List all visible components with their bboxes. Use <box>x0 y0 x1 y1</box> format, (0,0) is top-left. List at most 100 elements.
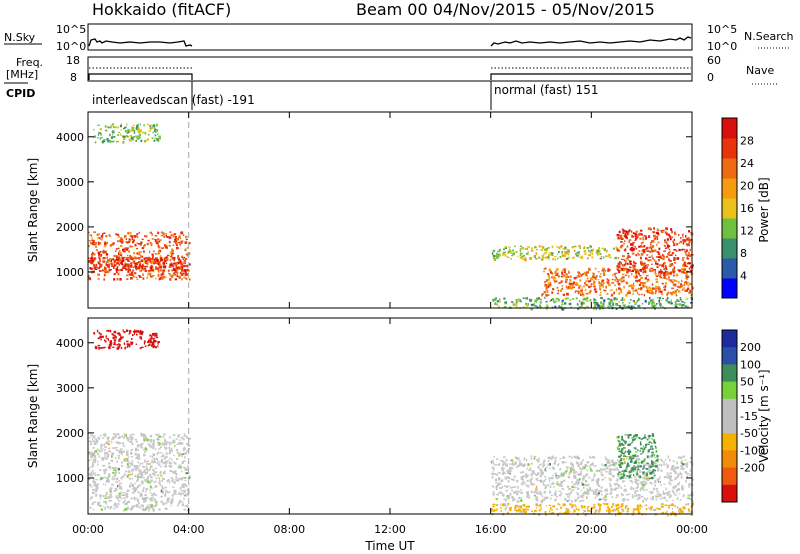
data-cell <box>175 480 179 482</box>
data-cell <box>560 484 563 487</box>
data-cell <box>598 498 602 501</box>
data-cell <box>651 434 655 437</box>
data-cell <box>510 467 514 470</box>
data-cell <box>660 299 662 302</box>
data-cell <box>124 346 127 350</box>
data-cell <box>668 496 672 498</box>
data-cell <box>111 264 113 268</box>
data-cell <box>570 500 573 503</box>
colorbar-swatch <box>722 238 737 259</box>
data-cell <box>491 509 494 512</box>
data-cell <box>149 231 152 234</box>
velocity-ylabel: Slant Range [km] <box>26 364 40 468</box>
data-cell <box>129 507 133 510</box>
data-cell <box>634 264 636 267</box>
data-cell <box>181 477 185 479</box>
data-cell <box>551 291 554 294</box>
data-cell <box>166 479 169 483</box>
data-cell <box>104 442 108 445</box>
data-cell <box>640 453 642 455</box>
data-cell <box>676 289 679 291</box>
data-cell <box>153 505 155 508</box>
data-cell <box>168 459 170 462</box>
data-cell <box>97 236 100 240</box>
data-cell <box>591 256 594 259</box>
data-cell <box>661 270 663 274</box>
data-cell <box>691 286 694 290</box>
data-cell <box>600 473 603 476</box>
data-cell <box>148 261 151 263</box>
data-cell <box>102 249 105 251</box>
data-cell <box>535 300 537 303</box>
data-cell <box>120 129 122 131</box>
data-cell <box>563 268 567 271</box>
data-cell <box>177 261 180 265</box>
data-cell <box>108 269 111 272</box>
data-cell <box>162 262 164 265</box>
data-cell <box>128 462 131 464</box>
data-cell <box>632 232 635 235</box>
data-cell <box>104 339 106 342</box>
data-cell <box>668 245 671 248</box>
data-cell <box>619 235 622 239</box>
data-cell <box>144 131 147 135</box>
data-cell <box>169 441 172 444</box>
data-cell <box>546 496 549 499</box>
data-cell <box>625 505 628 507</box>
data-cell <box>103 451 107 454</box>
data-cell <box>88 277 91 280</box>
data-cell <box>103 506 105 508</box>
data-cell <box>115 250 117 252</box>
data-cell <box>669 475 672 478</box>
data-cell <box>177 256 180 260</box>
data-cell <box>647 259 650 262</box>
data-cell <box>98 132 101 134</box>
data-cell <box>616 509 619 511</box>
data-cell <box>517 255 519 257</box>
data-cell <box>106 271 110 274</box>
data-cell <box>651 495 654 499</box>
data-cell <box>511 496 514 499</box>
data-cell <box>102 457 105 459</box>
data-cell <box>176 238 179 241</box>
data-cell <box>118 456 120 460</box>
data-cell <box>106 264 108 267</box>
data-cell <box>643 447 646 451</box>
data-cell <box>97 278 100 280</box>
data-cell <box>651 250 654 253</box>
data-cell <box>535 252 538 255</box>
data-cell <box>105 261 108 263</box>
data-cell <box>131 506 134 510</box>
data-cell <box>150 258 153 260</box>
data-cell <box>116 505 119 508</box>
data-cell <box>640 505 643 508</box>
data-cell <box>186 264 188 268</box>
data-cell <box>688 484 690 487</box>
data-cell <box>552 505 555 508</box>
data-cell <box>183 265 186 268</box>
data-cell <box>574 290 577 292</box>
data-cell <box>530 490 533 494</box>
data-cell <box>617 510 620 513</box>
data-cell <box>149 340 151 343</box>
data-cell <box>679 298 682 301</box>
data-cell <box>96 441 98 444</box>
data-cell <box>621 276 623 279</box>
data-cell <box>135 440 138 443</box>
data-cell <box>670 228 673 231</box>
data-cell <box>149 341 152 344</box>
data-cell <box>589 245 591 248</box>
data-cell <box>608 465 610 468</box>
data-cell <box>119 251 122 255</box>
data-cell <box>636 270 639 273</box>
data-cell <box>625 456 628 458</box>
data-cell <box>118 488 122 490</box>
data-cell <box>128 343 131 346</box>
data-cell <box>647 443 650 445</box>
data-cell <box>642 236 644 239</box>
data-cell <box>572 282 575 285</box>
data-cell <box>90 242 93 245</box>
xtick-label: 00:00 <box>676 523 708 536</box>
data-cell <box>625 494 629 496</box>
data-cell <box>95 450 98 453</box>
